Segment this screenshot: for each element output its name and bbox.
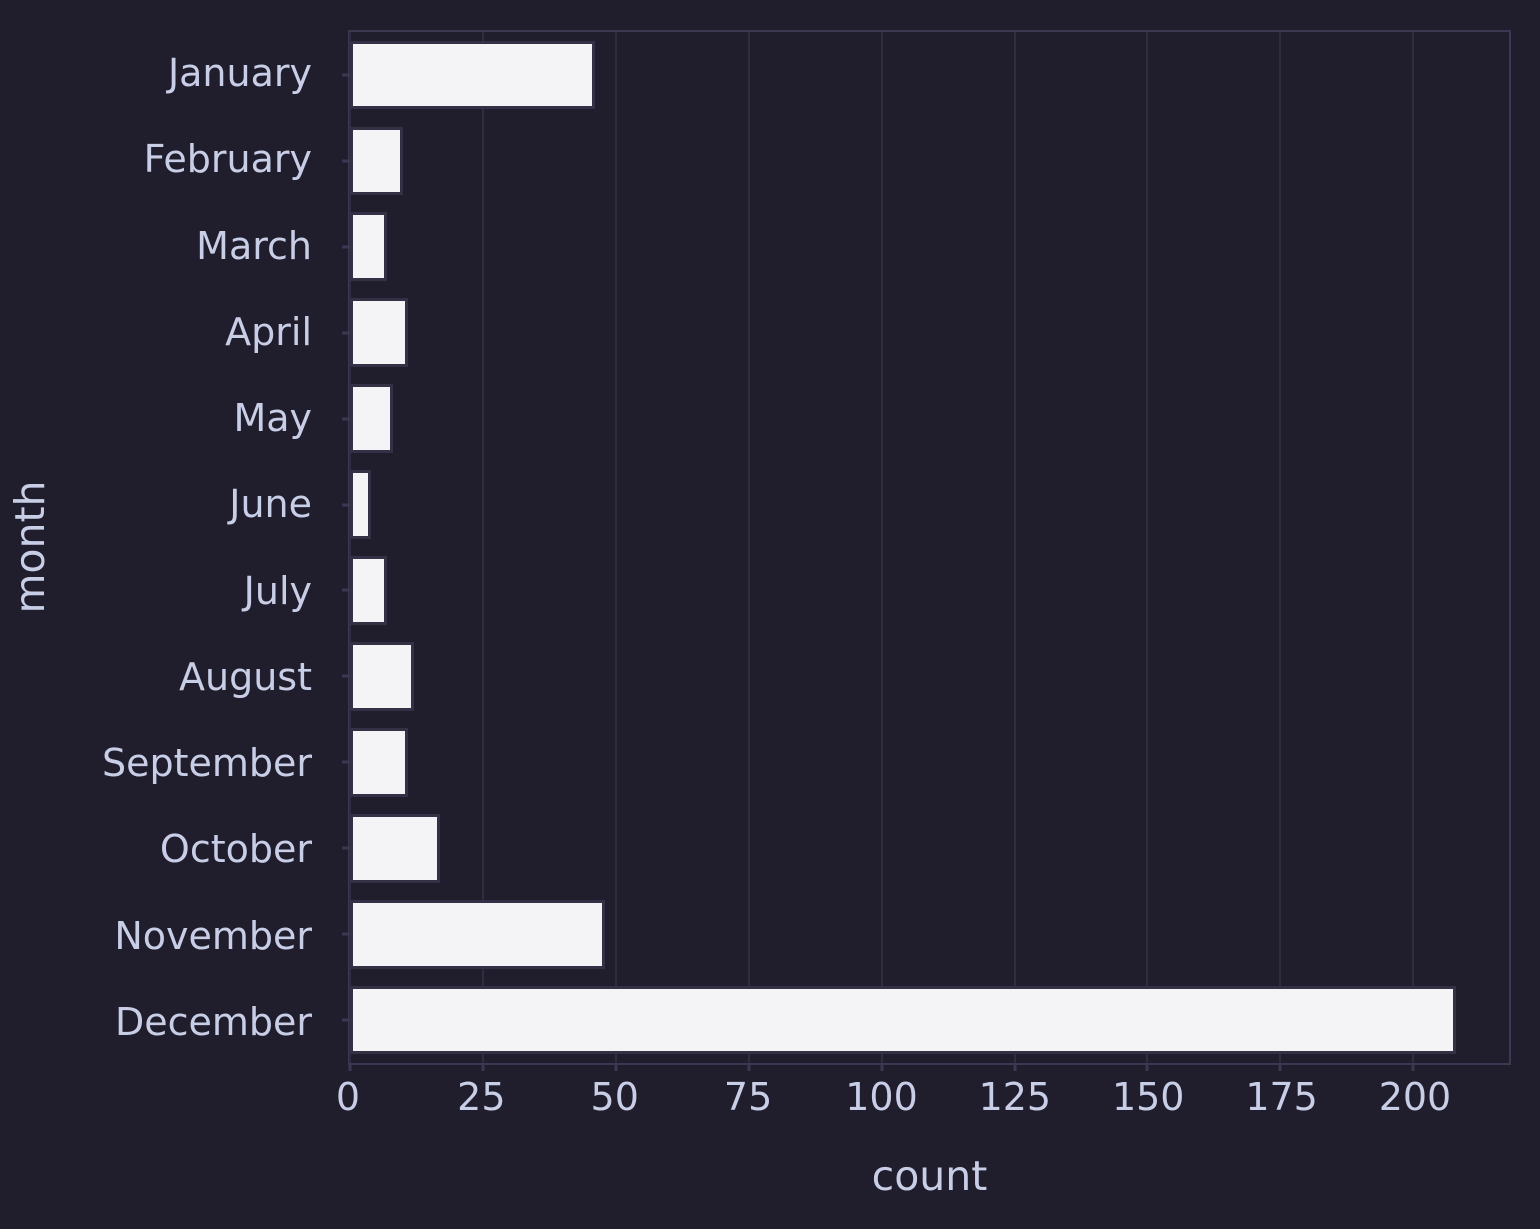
y-tickmark-april	[342, 331, 350, 335]
y-tickmark-october	[342, 846, 350, 850]
gridline-125	[1013, 32, 1016, 1063]
bar-row-january	[350, 32, 1509, 118]
bar-september	[350, 727, 409, 797]
y-tickmark-january	[342, 73, 350, 77]
x-tickmark-100	[880, 1063, 884, 1071]
x-tickmark-200	[1411, 1063, 1415, 1071]
bar-row-february	[350, 118, 1509, 204]
y-tickmark-march	[342, 245, 350, 249]
bar-row-august	[350, 633, 1509, 719]
x-tick-label-125: 125	[978, 1075, 1052, 1119]
x-tick-label-75: 75	[723, 1075, 773, 1119]
gridline-150	[1146, 32, 1149, 1063]
gridline-50	[614, 32, 617, 1063]
y-tick-label-december: December	[114, 999, 312, 1044]
x-tick-label-150: 150	[1111, 1075, 1185, 1119]
gridline-75	[747, 32, 750, 1063]
y-tick-label-february: February	[143, 137, 312, 182]
bar-december	[350, 985, 1456, 1055]
bars-container	[350, 32, 1509, 1063]
bar-july	[350, 556, 388, 625]
bar-row-march	[350, 204, 1509, 290]
bar-row-september	[350, 719, 1509, 805]
y-tickmark-september	[342, 760, 350, 764]
gridline-200	[1412, 32, 1415, 1063]
x-tickmark-25	[481, 1063, 485, 1071]
x-tickmark-125	[1013, 1063, 1017, 1071]
bar-row-november	[350, 891, 1509, 977]
y-tick-label-october: October	[159, 827, 312, 872]
x-tickmark-75	[747, 1063, 751, 1071]
x-tickmark-175	[1278, 1063, 1282, 1071]
gridline-25	[481, 32, 484, 1063]
y-tickmark-july	[342, 588, 350, 592]
y-tick-label-january: January	[167, 51, 312, 96]
x-tick-label-25: 25	[457, 1075, 506, 1119]
x-axis-title: count	[871, 1152, 988, 1200]
x-tickmark-0	[348, 1063, 352, 1071]
y-tickmark-june	[342, 503, 350, 507]
x-tick-label-0: 0	[335, 1075, 361, 1119]
bar-april	[350, 298, 409, 368]
x-tick-label-200: 200	[1378, 1075, 1452, 1119]
x-tickmark-150	[1145, 1063, 1149, 1071]
bar-january	[350, 40, 595, 110]
x-tick-label-175: 175	[1245, 1075, 1318, 1119]
bar-june	[350, 470, 372, 539]
bar-row-april	[350, 290, 1509, 376]
y-tick-label-april: April	[225, 309, 312, 354]
gridline-175	[1279, 32, 1282, 1063]
bar-may	[350, 384, 393, 454]
bar-october	[350, 813, 441, 883]
gridline-0	[349, 32, 351, 1063]
y-tick-label-november: November	[114, 913, 312, 958]
y-tickmark-november	[342, 932, 350, 936]
y-tick-label-march: March	[196, 223, 312, 268]
y-tick-label-june: June	[229, 482, 312, 527]
bar-march	[350, 212, 388, 282]
bar-row-may	[350, 376, 1509, 462]
bar-row-december	[350, 977, 1509, 1063]
x-axis-tick-labels: 0 25 50 75 100 125 150 175 200	[336, 1075, 1511, 1128]
y-tickmark-december	[342, 1018, 350, 1022]
bar-row-october	[350, 805, 1509, 891]
x-tickmark-50	[614, 1063, 618, 1071]
bar-august	[350, 642, 414, 711]
y-tick-label-may: May	[233, 396, 312, 441]
gridline-100	[880, 32, 883, 1063]
bar-row-june	[350, 462, 1509, 548]
x-tick-label-100: 100	[845, 1075, 918, 1119]
y-tickmark-february	[342, 159, 350, 163]
bar-february	[350, 126, 404, 196]
y-tick-label-september: September	[101, 741, 312, 786]
plot-area	[342, 30, 1511, 1071]
y-tickmark-august	[342, 674, 350, 678]
x-tick-label-50: 50	[590, 1075, 639, 1119]
bar-november	[350, 899, 606, 969]
y-axis-tick-labels: January February March April May June July Augu…	[0, 30, 330, 1065]
bar-row-july	[350, 548, 1509, 634]
y-tick-label-august: August	[179, 654, 312, 699]
y-tick-label-july: July	[243, 568, 312, 613]
y-tickmark-may	[342, 417, 350, 421]
